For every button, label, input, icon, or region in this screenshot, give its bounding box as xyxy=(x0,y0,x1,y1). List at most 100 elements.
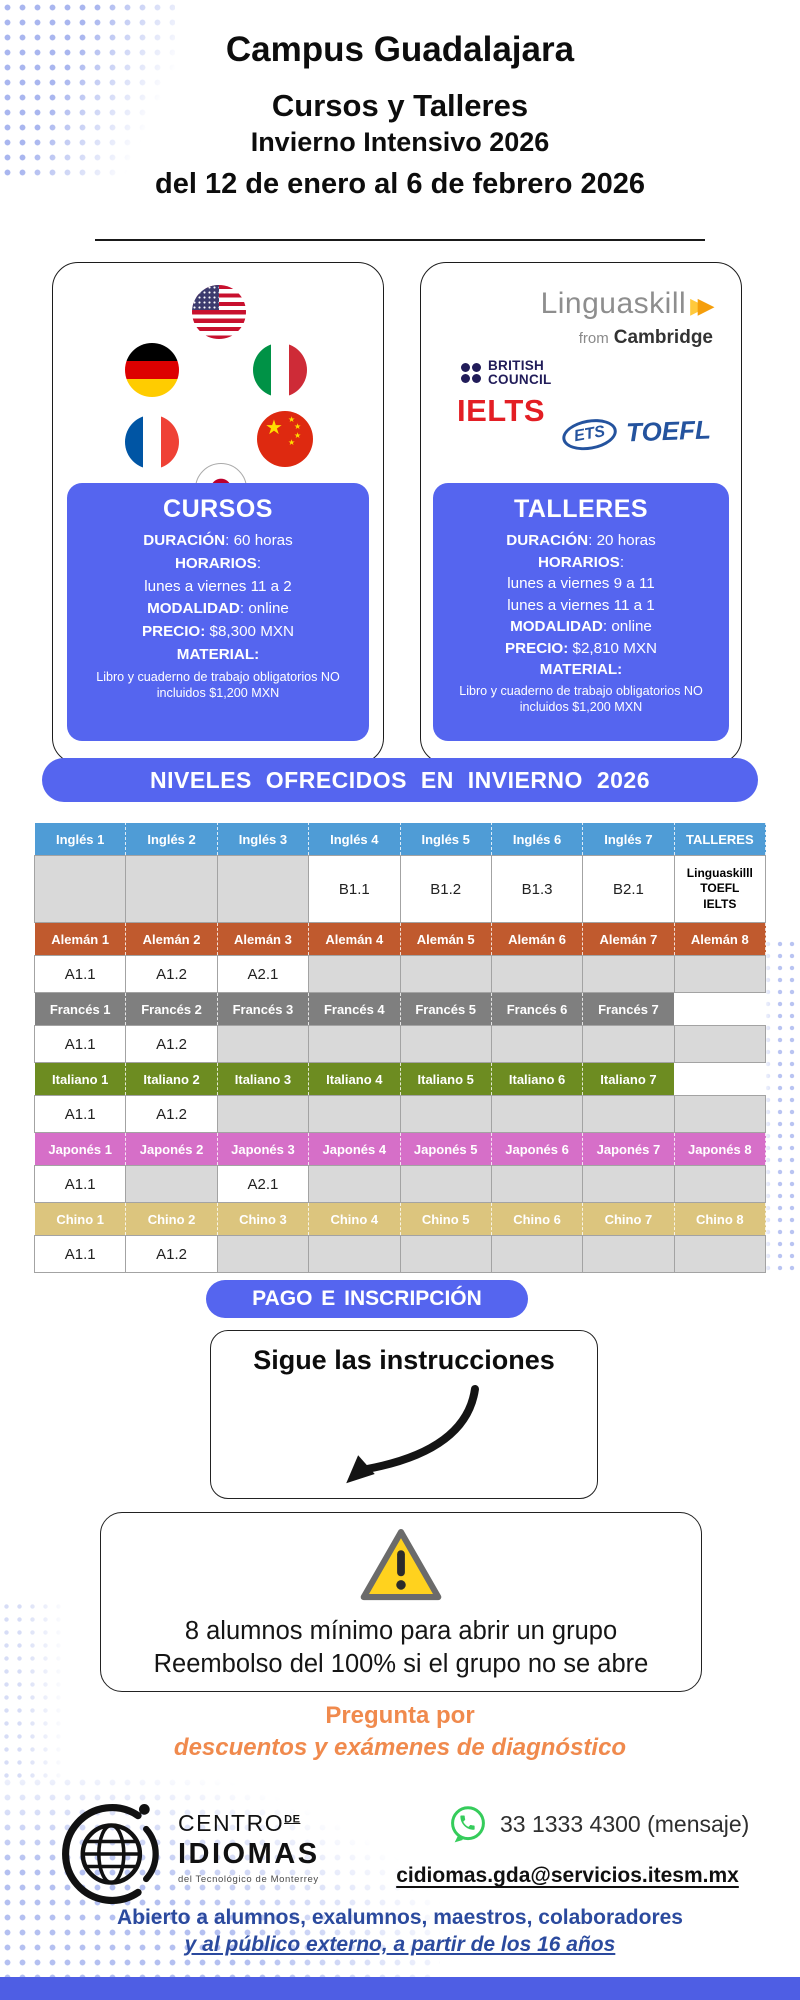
whatsapp-contact: 33 1333 4300 (mensaje) xyxy=(448,1804,749,1844)
info-line: PRECIO: $8,300 MXN xyxy=(142,623,294,641)
british-council-text: BRITISH COUNCIL xyxy=(488,358,552,388)
empty-level-cell xyxy=(490,1025,584,1063)
language-cell: Italiano 5 xyxy=(399,1062,492,1096)
instructions-title: Sigue las instrucciones xyxy=(253,1345,555,1375)
level-cell: A1.1 xyxy=(33,1235,127,1273)
info-line: lunes a viernes 9 a 11 xyxy=(507,575,655,593)
globe-icon xyxy=(62,1804,159,1904)
subtitle-season: Invierno Intensivo 2026 xyxy=(250,127,550,157)
level-cell: A1.2 xyxy=(125,1235,218,1273)
empty-level-cell xyxy=(216,1235,310,1273)
language-cell: Alemán 1 xyxy=(33,922,127,956)
languages-card: ★ ★ ★ ★ ★ CURSOS DURACIÓN: 60 horas HORAR… xyxy=(52,262,384,764)
empty-level-cell xyxy=(582,955,675,993)
empty-level-cell xyxy=(308,1095,401,1133)
language-cell: Inglés 7 xyxy=(582,822,675,856)
language-cell: Inglés 6 xyxy=(490,822,584,856)
language-cell: Japonés 3 xyxy=(216,1132,310,1166)
info-line: Libro y cuaderno de trabajo obligatorios… xyxy=(96,669,340,701)
language-cell: Japonés 6 xyxy=(490,1132,584,1166)
empty-level-cell xyxy=(216,1025,310,1063)
date-range: del 12 de enero al 6 de febrero 2026 xyxy=(154,168,645,200)
empty-level-cell xyxy=(399,1165,492,1203)
language-header-row: Japonés 1 Japonés 2 Japonés 3 Japonés 4 Japo… xyxy=(33,1132,767,1166)
promo-line-2: descuentos y exámenes de diagnóstico xyxy=(173,1734,627,1761)
ets-oval-icon: ETS xyxy=(559,414,620,454)
empty-level-cell xyxy=(33,855,127,923)
usa-flag-icon xyxy=(192,285,246,339)
empty-level-cell xyxy=(308,955,401,993)
language-cell: Inglés 3 xyxy=(216,822,310,856)
linguaskill-arrow-icon: ▶ xyxy=(690,293,708,318)
level-row: A1.1 A1.2 xyxy=(33,1235,767,1273)
language-cell: Japonés 1 xyxy=(33,1132,127,1166)
levels-table: Inglés 1 Inglés 2 Inglés 3 Inglés 4 Inglés 5… xyxy=(33,822,767,1273)
language-cell: Chino 6 xyxy=(490,1202,584,1236)
empty-level-cell xyxy=(582,1025,675,1063)
level-row: A1.1 A1.2 xyxy=(33,1095,767,1133)
language-cell: Chino 5 xyxy=(399,1202,492,1236)
promo-line-1: Pregunta por xyxy=(325,1702,475,1729)
language-cell: Inglés 4 xyxy=(308,822,401,856)
level-row: A1.1 A1.2 A2.1 xyxy=(33,955,767,993)
language-cell: TALLERES xyxy=(673,822,767,856)
language-cell: Japonés 7 xyxy=(582,1132,675,1166)
warning-box: 8 alumnos mínimo para abrir un grupo Ree… xyxy=(100,1512,702,1692)
language-cell: Italiano 6 xyxy=(490,1062,584,1096)
audience-line-1: Abierto a alumnos, exalumnos, maestros, … xyxy=(116,1906,683,1929)
empty-level-cell xyxy=(216,855,310,923)
empty-level-cell xyxy=(673,1235,767,1273)
info-line: DURACIÓN: 60 horas xyxy=(143,532,293,549)
cursos-title: CURSOS xyxy=(163,495,273,523)
info-line: MODALIDAD: online xyxy=(510,618,652,636)
level-cell: A1.1 xyxy=(33,955,127,993)
campus-title: Campus Guadalajara xyxy=(225,30,575,69)
email-link[interactable]: cidiomas.gda@servicios.itesm.mx xyxy=(396,1864,739,1887)
empty-level-cell xyxy=(490,1165,584,1203)
pago-inscripcion-banner: PAGO E INSCRIPCIÓN xyxy=(206,1280,528,1318)
language-cell: Chino 7 xyxy=(582,1202,675,1236)
language-header-row: Inglés 1 Inglés 2 Inglés 3 Inglés 4 Inglés 5… xyxy=(33,822,767,856)
empty-level-cell xyxy=(399,955,492,993)
empty-level-cell xyxy=(125,1165,218,1203)
level-cell: B1.2 xyxy=(399,855,492,923)
china-star: ★ xyxy=(294,431,302,440)
empty-level-cell xyxy=(582,1235,675,1273)
british-council-logo: BRITISH COUNCIL xyxy=(461,358,552,388)
empty-level-cell xyxy=(216,1095,310,1133)
logo-text: CENTRODE IDIOMAS del Tecnológico de Mont… xyxy=(178,1810,320,1885)
china-star: ★ xyxy=(265,417,283,439)
empty-level-cell xyxy=(490,1095,584,1133)
china-star: ★ xyxy=(288,415,296,424)
language-cell: Alemán 7 xyxy=(582,922,675,956)
language-cell: Francés 4 xyxy=(308,992,401,1026)
phone-number: 33 1333 4300 (mensaje) xyxy=(500,1810,750,1837)
header-divider xyxy=(95,239,705,241)
subtitle-cursos-talleres: Cursos y Talleres xyxy=(271,88,529,123)
talleres-details: DURACIÓN: 20 horas HORARIOS: lunes a viern… xyxy=(433,530,729,716)
empty-level-cell xyxy=(582,1165,675,1203)
empty-level-cell xyxy=(399,1025,492,1063)
curved-arrow-icon xyxy=(346,1385,479,1484)
language-header-row: Chino 1 Chino 2 Chino 3 Chino 4 Chino 5 Chino… xyxy=(33,1202,767,1236)
language-cell: Francés 5 xyxy=(399,992,492,1026)
language-header-row: Francés 1 Francés 2 Francés 3 Francés 4 Fran… xyxy=(33,992,766,1026)
language-cell: Italiano 4 xyxy=(308,1062,401,1096)
italy-flag-icon xyxy=(253,343,307,397)
language-cell: Inglés 1 xyxy=(33,822,127,856)
info-line: HORARIOS: xyxy=(537,553,625,571)
language-cell: Italiano 1 xyxy=(33,1062,127,1096)
linguaskill-logo: Linguaskill ▶▶ xyxy=(540,287,715,320)
info-line: lunes a viernes 11 a 2 xyxy=(144,577,292,595)
linguaskill-arrow-icon: ▶ xyxy=(697,293,715,318)
empty-level-cell xyxy=(308,1025,401,1063)
language-cell: Japonés 2 xyxy=(125,1132,218,1166)
language-cell: Alemán 5 xyxy=(399,922,492,956)
info-line: MATERIAL: xyxy=(539,661,623,679)
language-cell: Chino 8 xyxy=(673,1202,767,1236)
level-row: B1.1 B1.2 B1.3 B2.1 Linguaskilll TOEFL IELTS xyxy=(33,855,767,923)
whatsapp-icon xyxy=(451,1806,485,1843)
level-cell: A1.1 xyxy=(33,1165,127,1203)
talleres-box: TALLERES DURACIÓN: 20 horas HORARIOS: lune… xyxy=(433,483,729,741)
